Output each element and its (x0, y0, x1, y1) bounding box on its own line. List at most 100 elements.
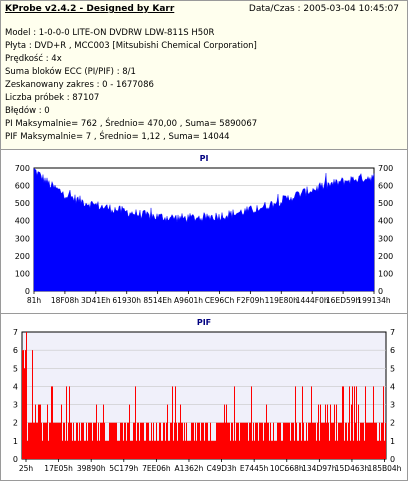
pif-bar (197, 422, 198, 459)
pif-bar (342, 386, 343, 459)
pi-y-tick-right: 700 (378, 164, 393, 173)
pif-bar (341, 422, 342, 459)
pif-bar (186, 422, 187, 459)
pif-bar (356, 386, 357, 459)
pif-bar (363, 422, 364, 459)
pif-bar (168, 440, 169, 459)
pi-y-tick-right: 200 (378, 252, 393, 261)
pif-bar (276, 440, 277, 459)
app-title[interactable]: KProbe v2.4.2 - Designed by Karr (5, 4, 175, 14)
pif-bar (74, 440, 75, 459)
pif-bar (232, 422, 233, 459)
pif-y-tick-right: 0 (390, 455, 395, 464)
pif-y-tick-left: 4 (13, 382, 18, 391)
pif-bar (379, 422, 380, 459)
pif-bar (288, 422, 289, 459)
pif-stats: PIF Maksymalnie= 7 , Średnio= 1,12 , Sum… (5, 132, 230, 142)
pif-bar (108, 440, 109, 459)
pif-bar (243, 422, 244, 459)
pif-bar (69, 386, 70, 459)
pif-bar (278, 422, 279, 459)
pif-bar (212, 440, 213, 459)
pif-bar (298, 440, 299, 459)
pif-bar (88, 422, 89, 459)
pif-x-tick-label: A1362h (174, 464, 203, 473)
pif-bar (25, 350, 26, 459)
pif-bar (92, 440, 93, 459)
pif-bar (344, 440, 345, 459)
pif-bar (295, 386, 296, 459)
pif-bar (113, 422, 114, 459)
pi-y-tick-left: 0 (25, 287, 30, 296)
pif-bar (215, 440, 216, 459)
pif-bar (148, 422, 149, 459)
pif-bar (201, 422, 202, 459)
pif-bar (287, 422, 288, 459)
disc-type: Płyta : DVD+R , MCC003 [Mitsubishi Chemi… (5, 41, 257, 51)
pif-bar (135, 386, 136, 459)
pi-stats: PI Maksymalnie= 762 , Średnio= 470,00 , … (5, 119, 258, 129)
pi-chart-panel: PI 700 700 600 600 500 500 400 400 300 300 200 200 10… (0, 149, 408, 314)
pif-bar (29, 422, 30, 459)
pif-bar (110, 422, 111, 459)
ecc-sum: Suma bloków ECC (PI/PIF) : 8/1 (5, 67, 136, 77)
pif-bar (207, 422, 208, 459)
pif-bar (305, 440, 306, 459)
pif-bar (350, 440, 351, 459)
pi-y-tick-right: 100 (378, 269, 393, 278)
pif-bar (59, 422, 60, 459)
pif-bar (193, 422, 194, 459)
pif-bar (51, 386, 52, 459)
pif-y-tick-left: 3 (13, 401, 18, 410)
pif-bar (137, 422, 138, 459)
pif-bar (171, 422, 172, 459)
pif-bar (102, 422, 103, 459)
pif-bar (336, 404, 337, 459)
pif-bar (264, 422, 265, 459)
pif-y-tick-left: 2 (13, 419, 18, 428)
pif-bar (316, 440, 317, 459)
pif-bar (49, 422, 50, 459)
pif-bar (46, 422, 47, 459)
pif-bar (184, 422, 185, 459)
pif-bar (266, 404, 267, 459)
pi-y-tick-left: 300 (15, 234, 30, 243)
pif-bar (132, 440, 133, 459)
pif-bar (281, 440, 282, 459)
pif-bar (123, 440, 124, 459)
pif-bar (221, 422, 222, 459)
pif-bar (66, 386, 67, 459)
pif-bar (157, 440, 158, 459)
pif-bar (90, 422, 91, 459)
pif-y-tick-right: 6 (390, 346, 395, 355)
pi-y-tick-left: 500 (15, 199, 30, 208)
pif-bar (175, 386, 176, 459)
pif-bar (129, 404, 130, 459)
pif-bar (254, 440, 255, 459)
pif-bar (37, 422, 38, 459)
pif-bar (161, 440, 162, 459)
pif-bar (149, 440, 150, 459)
pif-bar (319, 440, 320, 459)
pif-bar (87, 440, 88, 459)
pif-bar (366, 422, 367, 459)
pif-bar (235, 440, 236, 459)
pif-bar (352, 386, 353, 459)
pif-bar (125, 422, 126, 459)
pif-bar (79, 422, 80, 459)
pif-bar (340, 422, 341, 459)
pif-bar (38, 404, 39, 459)
pif-bar (271, 440, 272, 459)
pif-bar (112, 422, 113, 459)
pif-bar (228, 422, 229, 459)
pi-x-tick-label: 61930h (112, 296, 141, 305)
pif-bar (308, 422, 309, 459)
pif-bar (54, 422, 55, 459)
pif-bar (70, 422, 71, 459)
pif-bar (57, 422, 58, 459)
pif-bar (286, 422, 287, 459)
pif-bar (307, 440, 308, 459)
pi-x-tick-label: A9601h (174, 296, 203, 305)
pif-bar (62, 440, 63, 459)
